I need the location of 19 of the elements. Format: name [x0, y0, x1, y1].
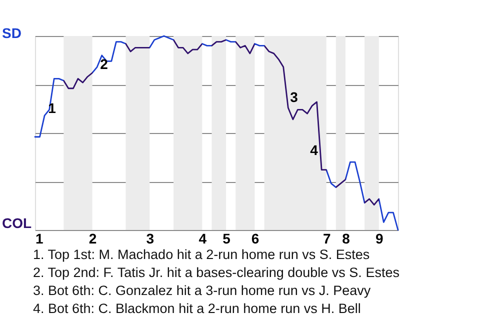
x-tick-label: 5	[222, 230, 231, 246]
x-tick-label: 6	[251, 230, 260, 246]
x-tick-label: 4	[198, 230, 207, 246]
x-tick-label: 8	[342, 230, 350, 246]
x-tick-label: 1	[36, 230, 44, 246]
text: 2. Top 2nd: F. Tatis Jr. hit a bases-clearing double vs S. Estes	[33, 265, 400, 280]
x-tick-label: 2	[88, 230, 97, 246]
text: SD	[2, 25, 22, 41]
text: 1. Top 1st: M. Machado hit a 2-run home run vs S. Estes	[33, 247, 370, 262]
annotation: 3	[290, 89, 298, 105]
annotation: 4	[310, 142, 318, 158]
x-tick-label: 9	[375, 230, 384, 246]
x-tick-label: 7	[322, 230, 331, 246]
annotation: 1	[48, 100, 56, 116]
x-tick-label: 3	[146, 230, 154, 246]
annotation: 2	[100, 56, 108, 72]
text: COL	[2, 215, 32, 231]
text: 3. Bot 6th: C. Gonzalez hit a 3-run home run vs J. Peavy	[33, 283, 371, 298]
text: 4. Bot 6th: C. Blackmon hit a 2-run home run vs H. Bell	[33, 301, 361, 316]
